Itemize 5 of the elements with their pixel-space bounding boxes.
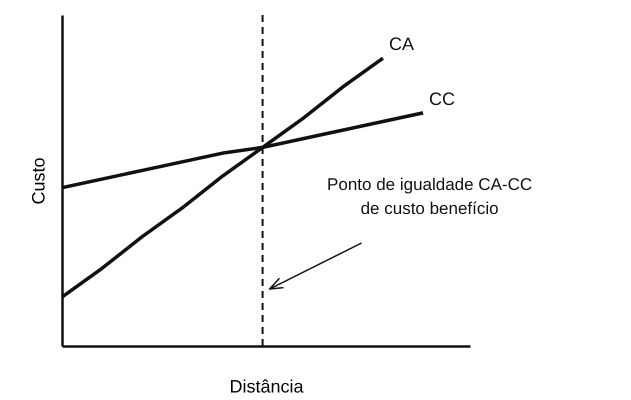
- y-axis-title: Custo: [28, 157, 48, 205]
- series-label: CA: [388, 34, 414, 54]
- series-label: CC: [429, 88, 456, 109]
- x-axis-title: Distância: [229, 376, 305, 396]
- annotation: Ponto de igualdade CA-CC de custo benefício: [327, 175, 532, 218]
